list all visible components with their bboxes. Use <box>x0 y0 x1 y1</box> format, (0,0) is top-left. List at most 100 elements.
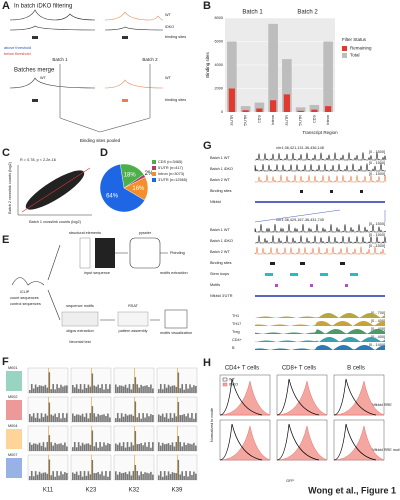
schematic-tracks <box>9 9 164 133</box>
wt-histogram <box>276 423 320 461</box>
row-label: Nfkbid RRE mutSL1 <box>372 448 400 452</box>
legend-swatch <box>152 166 156 170</box>
cell-label: B <box>232 346 235 350</box>
idko-histogram <box>276 380 328 416</box>
track-label: Batch 1 WT <box>210 156 231 160</box>
label: count sequences <box>10 296 39 300</box>
bar <box>282 59 292 112</box>
panel-label: H <box>203 357 211 369</box>
y-axis-label: Normalized to mode <box>210 408 214 442</box>
legend-label: Intron (n=3073) <box>158 172 185 176</box>
coverage-track <box>255 235 387 244</box>
cell-label: Treg <box>232 330 240 334</box>
label: pattern assembly <box>119 329 148 333</box>
x-tick-label: 3'UTR <box>230 115 234 126</box>
track-label: Batch 1 WT <box>210 228 231 232</box>
stem-loops <box>265 273 358 276</box>
legend-label: WT <box>229 378 236 382</box>
track-range: [0 - 1500] <box>369 222 385 226</box>
pie-slice <box>99 164 145 213</box>
coverage-track <box>255 152 387 162</box>
bar <box>325 106 332 112</box>
track-range: [0 - 1500] <box>369 150 385 154</box>
legend-swatch <box>342 46 347 51</box>
bar <box>270 100 277 112</box>
track-range: [0 - 1500] <box>369 233 385 237</box>
label: binding sites <box>165 98 186 102</box>
bar <box>240 106 251 112</box>
motif-logo <box>6 371 22 391</box>
label: binomial test <box>69 340 91 344</box>
track-range: [0 - 1500] <box>369 161 385 165</box>
footer: Wong et al., Figure 1 <box>308 485 396 495</box>
wt-histogram <box>276 378 320 416</box>
track-label: Batch 2 WT <box>210 178 231 182</box>
legend-title: Filter Status <box>342 37 367 42</box>
column-label: K23 <box>86 488 97 494</box>
label: Pbinding <box>170 251 185 255</box>
label: WT <box>165 13 172 17</box>
track-label: Binding sites <box>210 189 232 193</box>
column-title: CD8+ T cells <box>282 366 316 372</box>
track-range: [0 - 1500] <box>369 244 385 248</box>
heading: In batch iDKO filtering <box>14 4 72 10</box>
data-label: 64% <box>106 194 119 200</box>
label: pysster <box>139 231 152 235</box>
label: motifs visualization <box>160 331 192 335</box>
bar <box>256 108 263 112</box>
cell-label: TH17 <box>232 322 241 326</box>
track-label: Batch 1 iDKO <box>210 167 233 171</box>
x-axis-label: Batch 1 crosslink counts (log2) <box>29 220 81 224</box>
column-label: K39 <box>172 488 183 494</box>
y-tick-label: 4000 <box>215 63 223 67</box>
motif-logo <box>6 458 22 478</box>
binding-sites <box>270 262 345 265</box>
bar <box>295 107 306 112</box>
motif-label: M001 <box>8 366 18 370</box>
track-label: Stem loops <box>210 272 229 276</box>
label: Batch 1 <box>52 57 68 62</box>
label: Binding sites pooled <box>80 138 121 143</box>
x-tick-label: 5'UTR <box>299 115 303 126</box>
track-label: Nfkbid <box>210 200 221 204</box>
coverage-area <box>255 337 385 342</box>
bar <box>227 41 237 112</box>
coverage-track <box>254 223 387 234</box>
column-label: K11 <box>43 488 54 494</box>
motif-logo <box>6 429 22 449</box>
label: motifs extraction <box>160 271 188 275</box>
schematic-sites <box>32 36 128 102</box>
column-title: B cells <box>347 366 365 372</box>
track-range: [0 - 700] <box>371 311 385 315</box>
coverage-area <box>255 329 385 334</box>
panel-label: G <box>203 140 212 152</box>
y-axis-label: Binding sites <box>205 51 210 77</box>
idko-histogram <box>333 380 385 416</box>
heading: Batches merge <box>14 68 55 74</box>
coverage-track <box>254 174 387 183</box>
legend-swatch <box>222 382 228 387</box>
label: input sequence <box>84 271 110 275</box>
label: WT <box>165 76 172 80</box>
y-tick-label: 8000 <box>215 16 223 20</box>
data-label: 16% <box>132 186 145 192</box>
coverage-area <box>255 321 385 326</box>
track-range: [0 - 400] <box>371 335 385 339</box>
idko-histogram <box>276 425 328 461</box>
bar <box>309 104 320 112</box>
label: RSAT <box>128 304 139 308</box>
x-axis-label: GFP <box>286 479 294 483</box>
data-label: 2% <box>145 171 154 177</box>
annotation: R = 0.78, p < 2.2e-16 <box>20 158 56 162</box>
y-tick-label: 2000 <box>215 87 223 91</box>
track-label: Batch 2 WT <box>210 250 231 254</box>
label: WT <box>40 76 47 80</box>
x-tick-label: CDS <box>257 115 261 123</box>
x-tick-label: CDS <box>312 115 316 123</box>
panel-label: B <box>203 0 211 12</box>
legend-label: 3'UTR (n=12565) <box>158 178 188 182</box>
locus: chr1:36,429,167-36,431,745 <box>276 218 324 222</box>
label: control sequences <box>10 302 41 306</box>
idko-histogram <box>219 425 271 461</box>
